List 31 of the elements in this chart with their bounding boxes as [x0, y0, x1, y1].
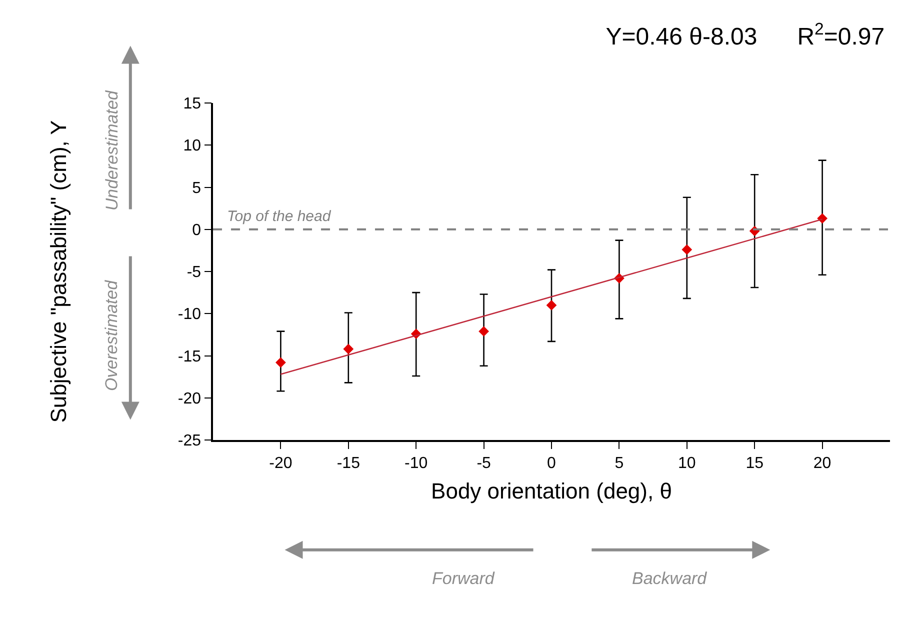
point: [546, 300, 557, 310]
x-tick-label: -20: [269, 454, 292, 472]
chart-title: Y=0.46 θ-8.03 R$^{2}$=0.97: [606, 20, 885, 51]
y-tick-label: -15: [178, 348, 202, 366]
x-tick-label: 10: [678, 454, 696, 472]
text: Underestimated: [102, 90, 122, 211]
text: Forward: [432, 569, 495, 588]
y-tick-label: 10: [183, 138, 202, 155]
point: [276, 357, 286, 368]
y-axis-title: Subjective "passability" (cm), Y: [46, 120, 72, 423]
y-tick-label: 0: [192, 222, 202, 239]
x-tick-label: -15: [336, 454, 360, 472]
y-tick-label: -25: [178, 432, 202, 450]
text: Overestimated: [102, 280, 121, 391]
x-tick-label: 0: [547, 454, 556, 472]
x-tick-label: 15: [746, 454, 764, 472]
point: [478, 326, 489, 337]
point: [343, 344, 354, 354]
x-axis-title: Body orientation (deg), θ: [431, 478, 672, 504]
x-tick-label: -10: [404, 454, 428, 472]
y-tick-label: -5: [186, 264, 202, 282]
y-tick-label: 5: [192, 180, 202, 197]
y-tick-label: -10: [178, 306, 202, 324]
x-tick-label: 5: [614, 454, 624, 472]
x-tick-label: 20: [813, 454, 832, 472]
y-tick-label: -20: [178, 390, 202, 408]
point: [682, 244, 692, 255]
y-tick-label: 15: [183, 96, 202, 113]
x-tick-label: -5: [476, 454, 492, 472]
ref-line-label: Top of the head: [227, 208, 332, 225]
text: Backward: [632, 569, 708, 588]
